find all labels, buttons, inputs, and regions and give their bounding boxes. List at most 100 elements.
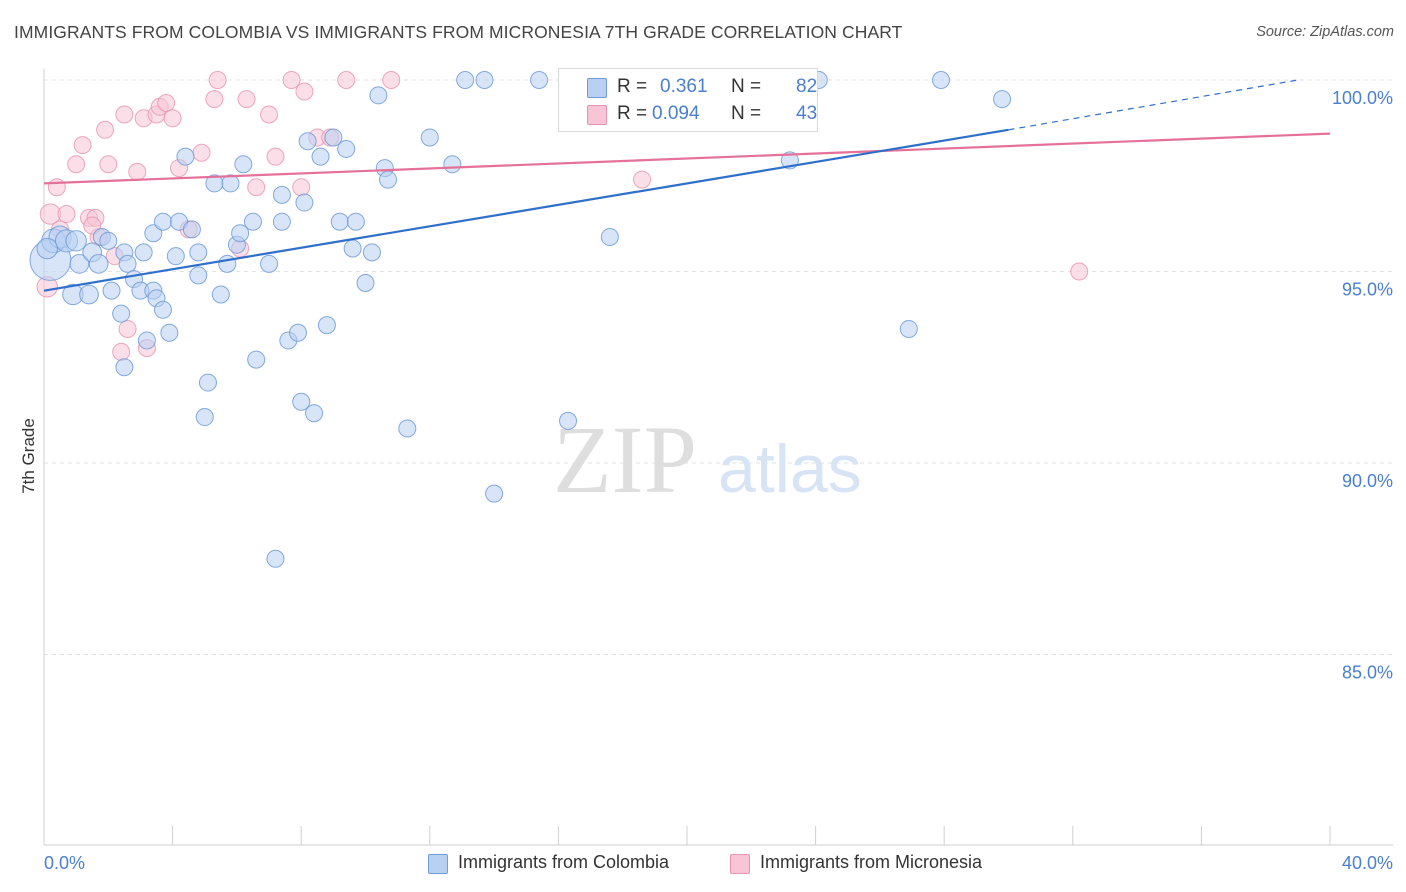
colombia-point xyxy=(134,243,153,262)
watermark-zip: ZIP xyxy=(553,406,697,513)
micronesia-point xyxy=(292,178,311,197)
x-tick-label-min: 0.0% xyxy=(44,853,85,873)
micronesia-point xyxy=(157,93,176,112)
micronesia-point xyxy=(282,71,301,89)
bottom-legend-label-micronesia: Immigrants from Micronesia xyxy=(760,852,983,872)
micronesia-point xyxy=(163,109,182,128)
series-micronesia-points xyxy=(36,71,1089,361)
colombia-point xyxy=(166,247,185,266)
micronesia-point xyxy=(83,216,102,235)
colombia-point xyxy=(456,71,475,89)
colombia-point xyxy=(36,237,58,260)
micronesia-point xyxy=(205,90,224,109)
colombia-point xyxy=(221,174,240,193)
colombia-point xyxy=(234,155,253,174)
bottom-legend-swatch-colombia xyxy=(428,854,448,874)
legend-r-value: 0.094 xyxy=(652,103,700,124)
y-axis-title: 7th Grade xyxy=(19,418,38,494)
colombia-point xyxy=(398,419,417,438)
colombia-point xyxy=(112,304,131,323)
colombia-point xyxy=(324,128,343,147)
colombia-point xyxy=(369,86,388,105)
chart-title: IMMIGRANTS FROM COLOMBIA VS IMMIGRANTS F… xyxy=(14,22,903,42)
colombia-point xyxy=(153,212,172,231)
colombia-point xyxy=(356,273,375,292)
micronesia-point xyxy=(632,170,651,189)
colombia-point xyxy=(530,71,549,89)
colombia-point xyxy=(231,224,250,243)
colombia-point xyxy=(899,319,918,338)
micronesia-point xyxy=(295,82,314,101)
legend-r-label: R = xyxy=(617,76,648,97)
bottom-legend-swatch-micronesia xyxy=(730,854,750,874)
colombia-point xyxy=(485,484,504,503)
micronesia-point xyxy=(337,71,356,89)
micronesia-point xyxy=(118,319,137,338)
colombia-point xyxy=(189,266,208,285)
colombia-point xyxy=(559,411,578,430)
axes xyxy=(43,69,1393,846)
trend-lines xyxy=(43,79,1331,292)
micronesia-point xyxy=(99,155,118,174)
micronesia-point xyxy=(247,178,266,197)
colombia-point xyxy=(153,300,172,319)
colombia-point xyxy=(266,549,285,568)
micronesia-point xyxy=(266,147,285,166)
micronesia-point xyxy=(73,136,92,155)
colombia-point xyxy=(88,253,109,274)
micronesia-point xyxy=(192,143,211,162)
colombia-point xyxy=(102,281,121,300)
legend-r-label: R = xyxy=(617,103,648,124)
micronesia-point xyxy=(115,105,134,124)
colombia-point xyxy=(343,239,362,258)
micronesia-point xyxy=(57,205,76,224)
colombia-point xyxy=(931,71,950,89)
colombia-point xyxy=(218,254,237,273)
colombia-point xyxy=(160,323,179,342)
colombia-point xyxy=(272,185,291,204)
watermark: ZIP atlas xyxy=(553,406,862,513)
micronesia-point xyxy=(1070,262,1089,281)
colombia-point xyxy=(260,254,279,273)
colombia-point xyxy=(272,212,291,231)
micronesia-point xyxy=(208,71,227,89)
colombia-point xyxy=(993,90,1012,109)
colombia-point xyxy=(600,228,619,247)
colombia-point xyxy=(144,224,163,243)
micronesia-point xyxy=(260,105,279,124)
colombia-point xyxy=(288,323,307,342)
colombia-point xyxy=(311,147,330,166)
stats-legend: R = 0.361 N = 82 R = 0.094 N = 43 xyxy=(558,68,818,132)
legend-n-label: N = xyxy=(731,103,762,124)
bottom-legend-label-colombia: Immigrants from Colombia xyxy=(458,852,670,872)
colombia-point xyxy=(295,193,314,212)
legend-swatch-colombia xyxy=(587,78,607,98)
colombia-point xyxy=(346,212,365,231)
y-tick-label: 85.0% xyxy=(1342,663,1393,683)
colombia-point xyxy=(198,373,217,392)
series-colombia-points xyxy=(29,71,1012,568)
colombia-point xyxy=(182,220,201,239)
source-credit: Source: ZipAtlas.com xyxy=(1256,24,1394,40)
micronesia-point xyxy=(237,90,256,109)
y-tick-label: 90.0% xyxy=(1342,471,1393,491)
x-tick-label-max: 40.0% xyxy=(1342,853,1393,873)
colombia-point xyxy=(115,358,134,377)
micronesia-trend-line xyxy=(43,132,1331,185)
micronesia-point xyxy=(67,155,86,174)
y-tick-label: 100.0% xyxy=(1332,88,1393,108)
colombia-point xyxy=(330,212,349,231)
legend-n-value: 82 xyxy=(796,76,818,97)
colombia-point xyxy=(65,230,87,252)
colombia-point xyxy=(475,71,494,89)
legend-n-value: 43 xyxy=(796,103,818,124)
axis-labels: 85.0% 90.0% 95.0% 100.0% 0.0% 40.0% 7th Grade xyxy=(19,88,1393,873)
micronesia-point xyxy=(47,178,66,197)
colombia-point xyxy=(379,170,398,189)
colombia-point xyxy=(317,316,336,335)
colombia-point xyxy=(298,132,317,151)
colombia-point xyxy=(305,404,324,423)
y-tick-label: 95.0% xyxy=(1342,280,1393,300)
colombia-point xyxy=(443,155,462,174)
